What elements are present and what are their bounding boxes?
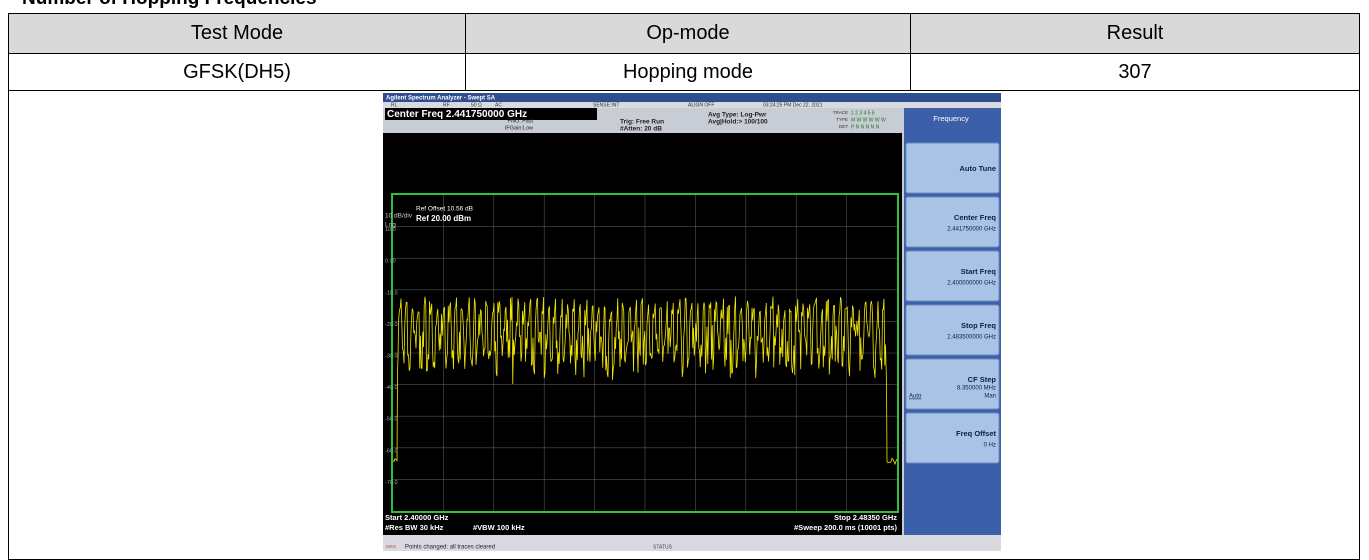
- avg-hold: Avg|Hold:> 100/100: [708, 119, 768, 126]
- status-text: ALIGN OFF: [688, 102, 714, 108]
- table-cell: 307: [910, 53, 1360, 91]
- vbw: #VBW 100 kHz: [473, 523, 525, 532]
- trig: Trig: Free Run: [620, 119, 664, 126]
- menu-label: CF Step: [968, 375, 997, 384]
- menu-label: Start Freq: [961, 267, 997, 276]
- status-text: RL: [391, 102, 398, 108]
- window-title: Agilent Spectrum Analyzer - Swept SA: [386, 96, 496, 102]
- status-row: [383, 102, 1001, 108]
- sweep: #Sweep 200.0 ms (10001 pts): [794, 523, 897, 532]
- scale-type: Log: [385, 222, 396, 229]
- menu-button: [905, 250, 1000, 302]
- atten: #Atten: 20 dB: [620, 126, 662, 133]
- y-label: -70.0: [385, 480, 398, 486]
- status-text: 50 Ω: [471, 102, 482, 108]
- menu-value: 0 Hz: [984, 443, 996, 449]
- y-label: -40.0: [385, 385, 398, 391]
- trace-value: P N N N N N: [851, 124, 880, 130]
- header-cell: Op-mode: [465, 13, 911, 54]
- msg-tag: MSG: [386, 544, 397, 549]
- table-cell: GFSK(DH5): [8, 53, 466, 91]
- status-text: AC: [495, 102, 502, 108]
- screen: [383, 133, 902, 535]
- ifgain: IFGain:Low: [505, 125, 533, 131]
- y-label: -30.0: [385, 353, 398, 359]
- avg-type: Avg Type: Log-Pwr: [708, 112, 767, 119]
- status-text: RF: [443, 102, 450, 108]
- menu-option: Man: [984, 394, 996, 400]
- menu-title: Frequency: [933, 114, 969, 123]
- menu-button: [905, 196, 1000, 248]
- trace-label: TRACE: [833, 110, 848, 115]
- table-cell: Hopping mode: [465, 53, 911, 91]
- menu-value: 8.350000 MHz: [957, 386, 996, 392]
- status-text: 03:24:25 PM Dec 22, 2021: [763, 102, 823, 108]
- menu-label: Auto Tune: [959, 164, 996, 173]
- res-bw: #Res BW 30 kHz: [385, 523, 444, 532]
- scale: 10 dB/div: [385, 213, 413, 220]
- y-labels: 10.0 0.00 -10.0 -20.0 -30.0 -40.0 -50.0 -60.0 -7…: [385, 227, 398, 486]
- y-label: 10.0: [385, 227, 396, 233]
- status-label: STATUS: [653, 544, 673, 550]
- menu-label: Center Freq: [954, 213, 997, 222]
- menu-value: 2.400000000 GHz: [947, 281, 996, 287]
- trace-value: 1 2 3 4 5 6: [851, 110, 875, 116]
- y-label: -20.0: [385, 322, 398, 328]
- trace-label: TYPE: [836, 117, 848, 122]
- menu-label: Stop Freq: [961, 321, 996, 330]
- start-freq: Start 2.40000 GHz: [385, 513, 449, 522]
- status-text: SENSE:INT: [593, 102, 619, 108]
- menu-button: [905, 412, 1000, 464]
- center-freq: Center Freq 2.441750000 GHz: [387, 109, 527, 120]
- title-bar: [383, 93, 1001, 102]
- menu: Auto Tune Center Freq 2.441750000 GHz Start…: [905, 142, 1000, 464]
- trace-value: M W W W W W: [851, 117, 886, 123]
- ref-offset: Ref Offset 10.56 dB: [416, 206, 473, 213]
- message: Points changed: all traces cleared: [405, 545, 495, 551]
- menu-button: [905, 358, 1000, 410]
- section-heading: Number of Hopping Frequencies: [22, 0, 317, 10]
- center-freq-bar: [385, 108, 597, 120]
- trace: [392, 296, 898, 466]
- menu-value: 2.441750000 GHz: [947, 227, 996, 233]
- y-label: -50.0: [385, 417, 398, 423]
- pno: PNO: Fast: [507, 118, 533, 124]
- header-cell: Result: [910, 13, 1360, 54]
- y-label: -60.0: [385, 448, 398, 454]
- trace-label: DET: [839, 124, 848, 129]
- menu-button: [905, 304, 1000, 356]
- header-cell: Test Mode: [8, 13, 466, 54]
- menu-value: 2.483500000 GHz: [947, 335, 996, 341]
- menu-button: [905, 142, 1000, 194]
- stop-freq: Stop 2.48350 GHz: [834, 513, 897, 522]
- spectrum-analyzer-screenshot: Agilent Spectrum Analyzer - Swept SA RL …: [383, 93, 1001, 551]
- message-bar: [383, 535, 1001, 551]
- graticule-border: [391, 193, 899, 513]
- menu-option: Auto: [909, 394, 922, 400]
- menu-label: Freq Offset: [956, 429, 997, 438]
- y-label: 0.00: [385, 259, 396, 265]
- y-label: -10.0: [385, 290, 398, 296]
- ref-level: Ref 20.00 dBm: [416, 214, 471, 223]
